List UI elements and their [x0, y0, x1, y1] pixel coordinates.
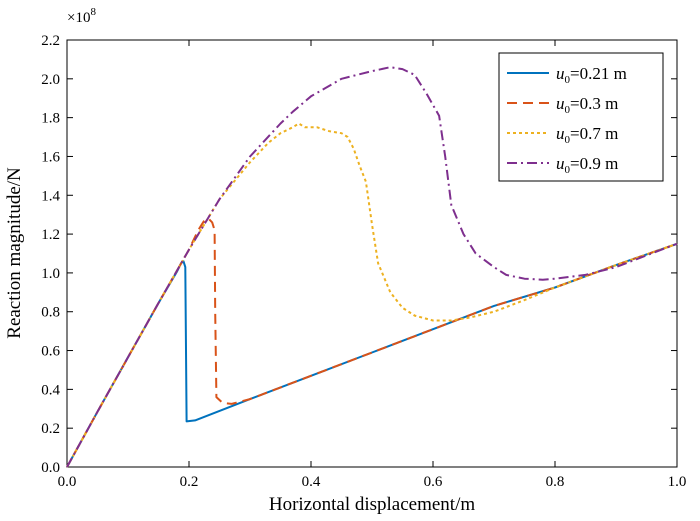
- y-tick-label: 1.8: [41, 111, 60, 127]
- x-tick-label: 0.8: [546, 474, 565, 490]
- y-tick-label: 1.4: [41, 188, 60, 204]
- y-tick-label: 2.2: [41, 33, 60, 49]
- series-line: [66, 122, 678, 468]
- y-tick-label: 1.2: [41, 227, 60, 243]
- y-tick-label: 0.6: [41, 344, 60, 360]
- y-tick-label: 1.0: [41, 266, 60, 282]
- legend-label: u0=0.7 m: [556, 124, 618, 146]
- legend: u0=0.21 m u0=0.3 m u0=0.7 m u0=0.9 m: [498, 52, 664, 182]
- x-tick-label: 0.0: [58, 474, 77, 490]
- legend-label: u0=0.9 m: [556, 154, 618, 176]
- y-scale-multiplier: ×108: [67, 6, 96, 26]
- plot-area: [66, 39, 678, 468]
- x-tick-label: 0.2: [180, 474, 199, 490]
- x-tick-label: 0.4: [302, 474, 321, 490]
- x-tick-label: 0.6: [424, 474, 443, 490]
- y-axis-label: Reaction magnitude/N: [4, 167, 25, 339]
- series-lines: [66, 66, 678, 468]
- y-tick-label: 1.6: [41, 149, 60, 165]
- y-tick-label: 0.2: [41, 421, 60, 437]
- y-scale-exponent: 8: [90, 6, 96, 18]
- y-tick-label: 0.8: [41, 305, 60, 321]
- axis-ticks: 0.0 0.2 0.4 0.6 0.8 1.0 0.0 0.2 0.4 0.6 0.8 1.0 1.2 1…: [41, 33, 686, 490]
- x-axis-label: Horizontal displacement/m: [269, 494, 476, 515]
- y-tick-label: 2.0: [41, 72, 60, 88]
- x-tick-label: 1.0: [668, 474, 687, 490]
- legend-box: [498, 52, 664, 182]
- legend-label: u0=0.21 m: [556, 64, 627, 86]
- series-line: [66, 217, 678, 468]
- series-line: [66, 66, 678, 468]
- plot-frame: [66, 39, 678, 468]
- y-tick-label: 0.4: [41, 382, 60, 398]
- y-tick-label: 0.0: [41, 460, 60, 476]
- legend-label: u0=0.3 m: [556, 94, 618, 116]
